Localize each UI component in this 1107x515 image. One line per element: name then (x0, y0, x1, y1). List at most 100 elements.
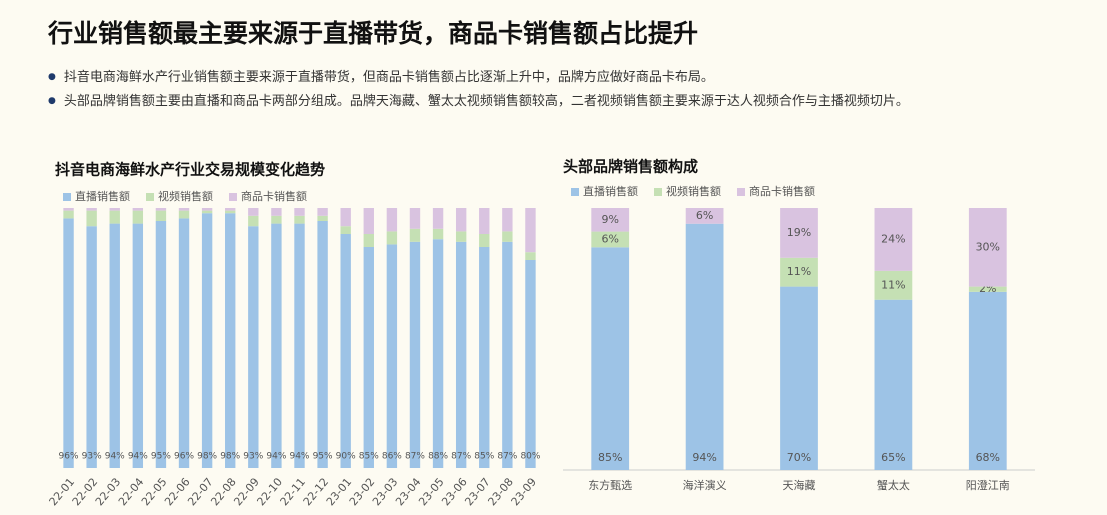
bar-segment (685, 223, 724, 470)
value-label: 86% (382, 452, 402, 462)
bar-segment (432, 228, 444, 240)
legend-label: 直播销售额 (75, 189, 130, 203)
bar-segment (363, 208, 374, 234)
x-tick-label: 东方甄选 (588, 478, 632, 492)
bar-segment (968, 291, 1007, 470)
bar-segment (386, 231, 398, 245)
legend-label: 商品卡销售额 (241, 189, 307, 203)
bar-segment (968, 208, 1007, 287)
bar-segment (525, 260, 536, 468)
value-label: 93% (243, 452, 263, 462)
bar-segment (340, 234, 351, 468)
bar-segment (317, 221, 328, 468)
bar-segment (455, 241, 467, 468)
x-tick-label: 蟹太太 (877, 478, 910, 492)
value-label: 94% (128, 452, 148, 462)
legend-swatch (737, 188, 745, 196)
bar-segment (132, 208, 144, 211)
bar-segment (432, 239, 444, 468)
value-label: 95% (313, 452, 333, 462)
bar-segment (780, 257, 818, 287)
x-tick-label: 阳澄江南 (966, 478, 1010, 492)
value-label: 11% (787, 265, 811, 278)
chart-title: 头部品牌销售额构成 (563, 158, 698, 176)
legend-swatch (229, 193, 237, 201)
value-label: 94% (266, 452, 286, 462)
value-label: 98% (197, 452, 217, 462)
x-tick-label: 23-09 (509, 476, 540, 509)
page-title: 行业销售额最主要来源于直播带货，商品卡销售额占比提升 (48, 19, 699, 48)
bullet: 抖音电商海鲜水产行业销售额主要来源于直播带货，但商品卡销售额占比逐渐上升中，品牌… (48, 66, 714, 85)
bar-segment (591, 231, 630, 248)
bar-segment (479, 208, 490, 234)
bar-segment (155, 210, 167, 221)
bar-segment (502, 231, 513, 242)
value-label: 24% (881, 232, 905, 245)
bar-segment (340, 226, 351, 234)
bar-segment (225, 210, 236, 214)
value-label: 19% (787, 226, 811, 239)
legend-swatch (146, 193, 154, 201)
x-tick-label: 海洋演义 (683, 478, 727, 492)
bar-segment (248, 208, 259, 216)
bar-segment (363, 247, 374, 468)
value-label: 80% (520, 452, 540, 462)
bar-segment (432, 208, 444, 229)
bar-segment (386, 208, 398, 232)
bar-segment (63, 218, 74, 468)
bar-segment (685, 208, 724, 224)
value-label: 85% (474, 452, 494, 462)
bar-segment (155, 208, 167, 211)
value-label: 96% (59, 452, 79, 462)
bar-segment (340, 208, 351, 227)
bar-segment (409, 241, 421, 468)
bar-segment (455, 208, 467, 232)
value-label: 96% (174, 452, 194, 462)
value-label: 93% (82, 452, 102, 462)
bar-segment (109, 223, 120, 468)
bar-segment (455, 231, 467, 242)
bar-segment (591, 247, 630, 470)
value-label: 11% (881, 278, 905, 291)
bar-segment (178, 208, 190, 211)
bar-segment (86, 210, 97, 227)
bar-segment (271, 215, 282, 224)
value-label: 87% (451, 452, 471, 462)
bar-segment (874, 208, 913, 271)
bar-segment (201, 213, 213, 468)
bar-segment (386, 244, 398, 468)
bar-segment (294, 208, 305, 216)
bar-segment (525, 208, 536, 253)
bar-segment (874, 270, 913, 300)
value-label: 94% (289, 452, 309, 462)
bar-segment (109, 210, 120, 224)
bar-segment (502, 241, 513, 468)
chart-title: 抖音电商海鲜水产行业交易规模变化趋势 (55, 161, 325, 179)
bar-segment (86, 208, 97, 211)
value-label: 87% (405, 452, 425, 462)
bar-segment (201, 210, 213, 214)
value-label: 95% (151, 452, 171, 462)
bar-segment (63, 210, 74, 219)
bar-segment (178, 210, 190, 219)
bar-segment (178, 218, 190, 468)
x-tick-label: 天海藏 (783, 478, 816, 492)
bar-segment (479, 247, 490, 468)
value-label: 9% (601, 213, 618, 226)
bar-segment (317, 208, 328, 216)
bar-segment (591, 208, 630, 232)
legend-label: 视频销售额 (158, 189, 213, 203)
bar-segment (225, 213, 236, 468)
bar-segment (502, 208, 513, 232)
bar-segment (317, 215, 328, 221)
value-label: 88% (428, 452, 448, 462)
value-label: 85% (598, 451, 622, 464)
bar-segment (132, 210, 144, 224)
value-label: 30% (976, 240, 1000, 253)
value-label: 90% (336, 452, 356, 462)
bar-segment (525, 252, 536, 260)
bar-segment (271, 223, 282, 468)
value-label: 6% (696, 209, 713, 222)
